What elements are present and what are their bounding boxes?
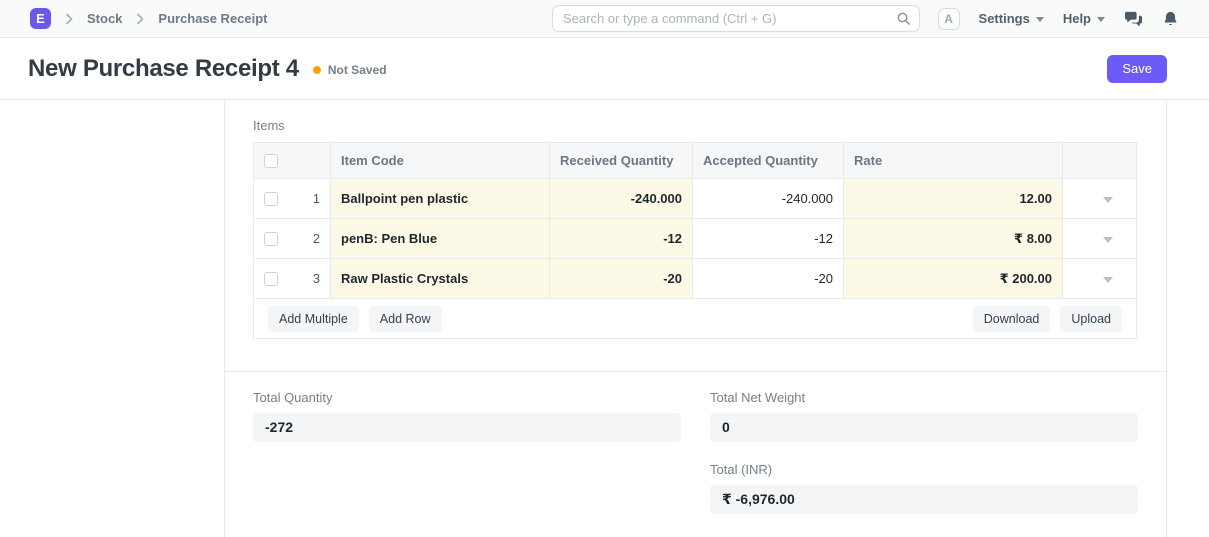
total-quantity-value: -272: [253, 413, 681, 442]
col-header-rate: Rate: [843, 142, 1063, 179]
cell-item-code[interactable]: penB: Pen Blue: [330, 218, 550, 259]
items-section: Items Item Code Received Quantity Accept…: [225, 100, 1166, 371]
breadcrumb: E Stock Purchase Receipt: [30, 8, 268, 29]
cell-accepted-quantity[interactable]: -20: [692, 258, 844, 299]
status-badge: Not Saved: [312, 63, 387, 77]
select-all-checkbox[interactable]: [264, 153, 278, 168]
totals-section: Total Quantity -272 Total Net Weight 0 T…: [225, 371, 1166, 537]
page-title: New Purchase Receipt 4: [28, 54, 299, 82]
caret-down-icon: [1102, 277, 1113, 283]
navbar: E Stock Purchase Receipt A Settings: [0, 0, 1209, 38]
total-net-weight-label: Total Net Weight: [710, 390, 806, 405]
settings-menu[interactable]: Settings: [979, 11, 1044, 26]
cell-item-code[interactable]: Ballpoint pen plastic: [330, 178, 550, 219]
col-header-edit: [1062, 142, 1137, 179]
items-grid: Item Code Received Quantity Accepted Qua…: [253, 142, 1137, 339]
search-icon: [896, 11, 911, 29]
row-expand-button[interactable]: [1062, 218, 1137, 259]
cell-received-quantity[interactable]: -12: [549, 218, 693, 259]
settings-menu-label: Settings: [978, 11, 1030, 26]
total-net-weight-field: Total Net Weight 0: [710, 390, 1138, 442]
user-avatar-letter: A: [944, 11, 953, 26]
cell-accepted-quantity[interactable]: -240.000: [692, 178, 844, 219]
total-inr-field: Total (INR) ₹ -6,976.00: [710, 462, 1138, 514]
col-header-item-code: Item Code: [330, 142, 550, 179]
col-header-received-quantity: Received Quantity: [549, 142, 693, 179]
save-button[interactable]: Save: [1107, 54, 1167, 83]
cell-rate[interactable]: ₹ 8.00: [843, 218, 1063, 259]
cell-received-quantity[interactable]: -240.000: [549, 178, 693, 219]
form-area: Items Item Code Received Quantity Accept…: [224, 100, 1167, 537]
breadcrumb-purchase-receipt[interactable]: Purchase Receipt: [158, 11, 268, 26]
upload-button[interactable]: Upload: [1060, 305, 1122, 332]
table-row: 3 Raw Plastic Crystals -20 -20 ₹ 200.00: [253, 258, 1137, 299]
grid-header-row: Item Code Received Quantity Accepted Qua…: [253, 142, 1137, 179]
row-checkbox[interactable]: [264, 191, 278, 206]
navbar-actions: A Settings Help: [937, 7, 1179, 30]
global-search: [552, 5, 920, 32]
chat-icon[interactable]: [1124, 10, 1143, 27]
search-input[interactable]: [552, 5, 920, 32]
page-head: New Purchase Receipt 4 Not Saved Save: [0, 38, 1209, 100]
row-index: 3: [312, 271, 320, 286]
totals-left-column: Total Quantity -272: [253, 390, 681, 534]
caret-down-icon: [1102, 197, 1113, 203]
user-avatar[interactable]: A: [937, 7, 960, 30]
app-logo-letter: E: [36, 11, 45, 26]
cell-rate[interactable]: 12.00: [843, 178, 1063, 219]
cell-rate[interactable]: ₹ 200.00: [843, 258, 1063, 299]
add-row-button[interactable]: Add Row: [368, 305, 442, 332]
row-checkbox[interactable]: [264, 271, 278, 286]
table-row: 2 penB: Pen Blue -12 -12 ₹ 8.00: [253, 218, 1137, 259]
app-logo[interactable]: E: [30, 8, 51, 29]
items-section-label: Items: [253, 118, 285, 133]
caret-down-icon: [1102, 237, 1113, 243]
total-quantity-label: Total Quantity: [253, 390, 333, 405]
grid-footer-row: Add Multiple Add Row Download Upload: [253, 298, 1137, 339]
chevron-right-icon: [61, 11, 77, 27]
total-quantity-field: Total Quantity -272: [253, 390, 681, 442]
breadcrumb-stock[interactable]: Stock: [87, 11, 123, 26]
not-saved-indicator-dot: [312, 66, 321, 74]
chevron-right-icon: [132, 11, 148, 27]
row-expand-button[interactable]: [1062, 258, 1137, 299]
help-menu[interactable]: Help: [1063, 11, 1105, 26]
download-button[interactable]: Download: [972, 305, 1051, 332]
cell-received-quantity[interactable]: -20: [549, 258, 693, 299]
totals-right-column: Total Net Weight 0 Total (INR) ₹ -6,976.…: [710, 390, 1138, 534]
not-saved-label: Not Saved: [327, 63, 387, 77]
caret-down-icon: [1097, 17, 1105, 22]
help-menu-label: Help: [1062, 11, 1091, 26]
col-header-accepted-quantity: Accepted Quantity: [692, 142, 844, 179]
row-checkbox[interactable]: [264, 231, 278, 246]
row-index: 1: [312, 191, 320, 206]
add-multiple-button[interactable]: Add Multiple: [268, 305, 359, 332]
table-row: 1 Ballpoint pen plastic -240.000 -240.00…: [253, 178, 1137, 219]
caret-down-icon: [1035, 17, 1044, 22]
total-inr-value: ₹ -6,976.00: [710, 485, 1138, 514]
row-index: 2: [312, 231, 320, 246]
total-inr-label: Total (INR): [710, 462, 773, 477]
row-expand-button[interactable]: [1062, 178, 1137, 219]
cell-item-code[interactable]: Raw Plastic Crystals: [330, 258, 550, 299]
notifications-bell-icon[interactable]: [1162, 10, 1179, 28]
cell-accepted-quantity[interactable]: -12: [692, 218, 844, 259]
total-net-weight-value: 0: [710, 413, 1138, 442]
